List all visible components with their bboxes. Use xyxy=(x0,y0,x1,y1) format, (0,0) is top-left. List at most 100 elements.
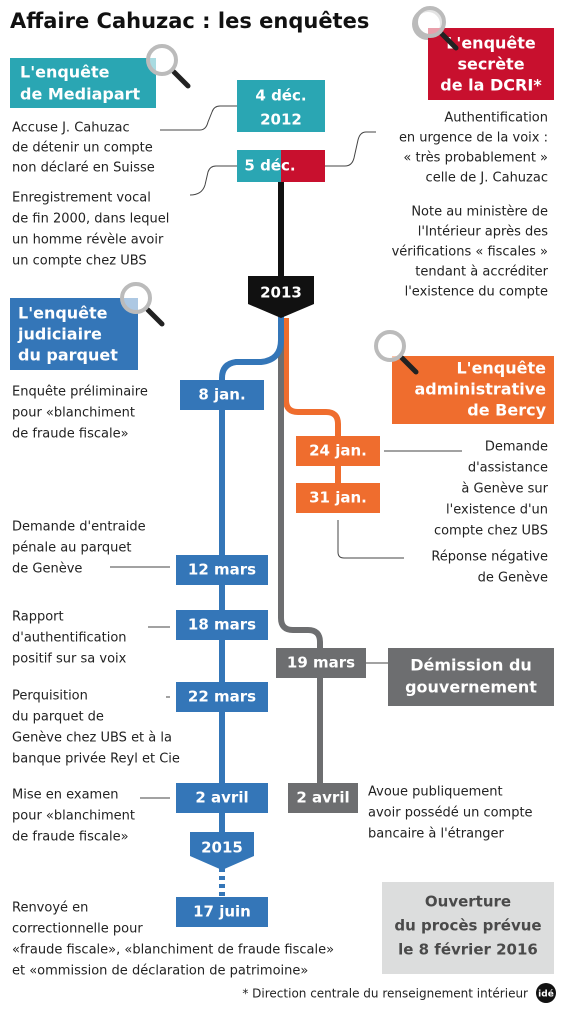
date-box xyxy=(176,783,268,813)
magnifier-handle xyxy=(171,69,191,89)
magnifier-handle xyxy=(439,31,459,51)
event-text: Avoue publiquement xyxy=(368,785,503,800)
heading: L'enquête xyxy=(20,63,110,82)
magnifier xyxy=(146,44,178,76)
note-box xyxy=(382,882,554,974)
note-text: le 8 février 2016 xyxy=(398,941,538,959)
event-text: bancaire à l'étranger xyxy=(368,827,505,842)
year-marker xyxy=(248,276,314,318)
date-box xyxy=(176,555,268,585)
date-box xyxy=(237,80,325,132)
event-text: pour «blanchiment xyxy=(12,406,135,421)
date-box xyxy=(296,436,380,466)
heading-box xyxy=(10,58,156,108)
date: 2 avril xyxy=(296,789,349,807)
event-text: de détenir un compte xyxy=(12,141,153,156)
date: 8 jan. xyxy=(198,386,245,404)
event-text: de fraude fiscale» xyxy=(12,427,129,442)
heading: de Mediapart xyxy=(20,85,141,104)
heading: administrative xyxy=(414,380,546,399)
event-text: Rapport xyxy=(12,610,64,625)
event-text: Note au ministère de xyxy=(411,205,548,220)
event-text: Genève chez UBS et à la xyxy=(12,731,172,746)
event-text: et «ommission de déclaration de patrimoi… xyxy=(12,964,308,979)
magnifier xyxy=(120,282,152,314)
event-text: de fraude fiscale» xyxy=(12,830,129,845)
magnifier-handle xyxy=(145,307,165,327)
heading: de Bercy xyxy=(467,401,546,420)
date: 22 mars xyxy=(188,688,256,706)
heading: Démission du xyxy=(410,656,532,675)
heading: secrète xyxy=(457,55,524,74)
date: 31 jan. xyxy=(309,489,367,507)
event-text: du parquet de xyxy=(12,710,104,725)
date: 18 mars xyxy=(188,616,256,634)
date-box xyxy=(176,682,268,712)
event-text: compte chez UBS xyxy=(434,524,548,539)
connector xyxy=(325,131,376,167)
event-text: Perquisition xyxy=(12,689,88,704)
event-text: de fin 2000, dans lequel xyxy=(12,212,169,227)
event-text: Accuse J. Cahuzac xyxy=(12,121,130,136)
year-marker xyxy=(190,832,254,870)
event-text: d'assistance xyxy=(468,461,548,476)
event-text: pour «blanchiment xyxy=(12,809,135,824)
event-text: positif sur sa voix xyxy=(12,652,127,667)
date: 2012 xyxy=(260,111,302,129)
event-text: d'authentification xyxy=(12,631,127,646)
note-text: du procès prévue xyxy=(394,917,541,935)
heading: L'enquête xyxy=(446,34,536,53)
date: 2 avril xyxy=(195,789,248,807)
magnifier xyxy=(374,330,406,362)
date-box xyxy=(296,483,380,513)
event-text: « très probablement » xyxy=(403,151,548,166)
title: Affaire Cahuzac : les enquêtes xyxy=(10,9,369,33)
event-text: un compte chez UBS xyxy=(12,254,147,269)
date: 4 déc. xyxy=(255,87,306,105)
event-text: Authentification xyxy=(444,111,548,126)
event-text: un homme révèle avoir xyxy=(12,233,164,248)
event-text: tendant à accréditer xyxy=(415,265,548,280)
heading: L'enquête xyxy=(456,359,546,378)
heading: de la DCRI* xyxy=(440,76,542,95)
event-text: à Genève sur xyxy=(461,482,548,497)
date-box xyxy=(276,648,366,678)
event-text: celle de J. Cahuzac xyxy=(426,171,548,186)
heading: judiciaire xyxy=(17,325,102,344)
magnifier-handle xyxy=(399,355,419,375)
connector xyxy=(160,105,237,131)
year: 2013 xyxy=(260,284,302,302)
event-text: non déclaré en Suisse xyxy=(12,161,155,176)
event-text: Demande d'entraide xyxy=(12,520,146,535)
heading: gouvernement xyxy=(405,678,537,697)
heading-box xyxy=(10,298,138,370)
date: 5 déc. xyxy=(244,157,295,175)
date-box xyxy=(176,897,268,927)
event-text: avoir possédé un compte xyxy=(368,806,533,821)
date: 17 juin xyxy=(193,903,251,921)
note-text: Ouverture xyxy=(425,893,511,911)
connector xyxy=(337,520,404,559)
event-text: «fraude fiscale», «blanchiment de fraude… xyxy=(12,943,334,958)
date-box xyxy=(180,380,264,410)
logo xyxy=(536,983,556,1003)
heading: L'enquête xyxy=(18,304,108,323)
event-text: banque privée Reyl et Cie xyxy=(12,752,180,767)
heading: du parquet xyxy=(18,346,118,365)
event-text: de Genève xyxy=(12,562,82,577)
date-box xyxy=(237,150,281,182)
event-text: Demande xyxy=(485,440,548,455)
magnifier xyxy=(414,6,446,38)
year: 2015 xyxy=(201,839,243,857)
event-text: l'existence d'un xyxy=(446,503,548,518)
event-text: vérifications « fiscales » xyxy=(392,245,548,260)
connector xyxy=(189,165,237,196)
timeline-gouvernement xyxy=(278,318,323,790)
logo-text: idé xyxy=(538,989,554,1000)
date-box xyxy=(176,610,268,640)
date: 24 jan. xyxy=(309,442,367,460)
event-text: l'existence du compte xyxy=(405,285,548,300)
event-text: correctionnelle pour xyxy=(12,922,143,937)
date-box xyxy=(281,150,325,182)
